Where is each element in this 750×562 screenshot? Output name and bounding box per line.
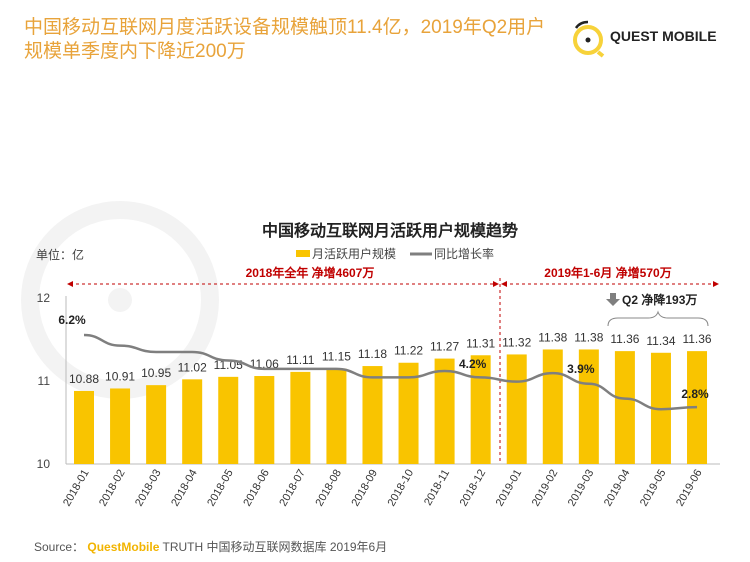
growth-rate-label: 6.2%	[58, 313, 86, 327]
down-arrow-icon	[606, 293, 620, 306]
bar-value-label: 11.36	[610, 332, 639, 346]
x-tick-label: 2018-12	[458, 468, 489, 509]
y-tick-label: 10	[37, 457, 51, 471]
growth-rate-line	[83, 333, 698, 411]
bar-2018-07	[290, 371, 311, 464]
bar-2018-08	[326, 368, 347, 464]
source-brand: QuestMobile	[87, 540, 160, 554]
x-tick-label: 2018-06	[241, 468, 272, 509]
arrow-heads	[67, 281, 719, 287]
x-tick-label: 2019-06	[674, 468, 705, 509]
bar-value-label: 11.34	[646, 334, 675, 348]
bar-2018-03	[146, 385, 167, 464]
chart-title: 中国移动互联网月活跃用户规模趋势	[262, 221, 518, 240]
source-label: Source：	[34, 540, 85, 554]
x-tick-label: 2018-10	[386, 468, 417, 509]
bar-value-label: 11.15	[322, 350, 351, 364]
bar-2018-04	[182, 379, 203, 464]
y-tick-label: 11	[38, 374, 51, 388]
bar-2018-10	[398, 362, 419, 464]
annotation-q2: Q2 净降193万	[622, 292, 697, 307]
period-arrows	[70, 278, 716, 464]
annotation-2019: 2019年1-6月 净增570万	[544, 265, 671, 280]
x-tick-label: 2018-01	[61, 468, 92, 509]
x-tick-label: 2018-08	[313, 468, 344, 509]
bar-value-label: 11.31	[466, 336, 495, 350]
bar-value-label: 11.38	[538, 330, 567, 344]
x-tick-label: 2018-02	[97, 468, 128, 509]
bar-value-label: 10.95	[141, 366, 171, 380]
source-text: TRUTH 中国移动互联网数据库 2019年6月	[162, 540, 388, 554]
x-tick-label: 2018-05	[205, 468, 236, 509]
quest-mobile-logo: QUEST MOBILE	[570, 18, 740, 58]
source-note: Source： QuestMobile TRUTH 中国移动互联网数据库 201…	[34, 538, 387, 555]
legend: 月活跃用户规模 同比增长率	[296, 246, 494, 261]
legend-bar-swatch	[296, 250, 310, 257]
bar-value-label: 10.88	[69, 372, 99, 386]
legend-bar-label: 月活跃用户规模	[312, 246, 396, 261]
bar-2018-09	[362, 366, 383, 464]
x-tick-label: 2019-04	[602, 468, 633, 509]
bar-2019-04	[614, 351, 635, 464]
logo-icon	[573, 20, 605, 58]
bar-value-label: 11.22	[394, 344, 423, 358]
x-tick-label: 2018-11	[422, 468, 452, 508]
bar-2018-12	[470, 355, 491, 464]
annotation-2018: 2018年全年 净增4607万	[246, 265, 375, 280]
bar-2019-03	[578, 349, 599, 464]
bar-value-label: 11.11	[286, 353, 315, 367]
growth-rate-label: 3.9%	[567, 362, 595, 376]
bar-2018-01	[74, 390, 94, 464]
x-tick-label: 2018-03	[133, 468, 164, 509]
bar-2018-02	[110, 388, 131, 464]
q2-brace	[607, 310, 709, 327]
bar-2018-05	[218, 376, 239, 464]
bar-2018-06	[254, 376, 275, 464]
bar-2018-11	[434, 358, 455, 464]
bar-2019-02	[542, 349, 563, 464]
growth-rate-label: 4.2%	[459, 357, 487, 371]
x-tick-label: 2018-04	[169, 468, 200, 509]
unit-label: 单位：亿	[36, 247, 84, 262]
bar-value-label: 11.27	[430, 340, 459, 354]
bar-value-label: 11.02	[178, 360, 207, 374]
legend-line-label: 同比增长率	[434, 246, 494, 261]
growth-rate-label: 2.8%	[681, 387, 709, 401]
y-tick-label: 12	[37, 291, 51, 305]
bar-value-label: 11.36	[682, 332, 711, 346]
bar-value-label: 10.91	[105, 369, 135, 383]
slide-title: 中国移动互联网月度活跃设备规模触顶11.4亿，2019年Q2用户规模单季度内下降…	[24, 17, 546, 62]
x-tick-label: 2019-01	[494, 468, 525, 509]
bar-value-label: 11.32	[502, 335, 531, 349]
bar-value-label: 11.38	[574, 330, 603, 344]
x-tick-label: 2019-02	[530, 468, 561, 509]
logo-text: QUEST MOBILE	[610, 28, 717, 44]
bar-value-label: 11.18	[358, 347, 387, 361]
bar-2019-01	[506, 354, 527, 464]
x-tick-label: 2018-07	[277, 468, 308, 509]
x-tick-label: 2019-03	[566, 468, 597, 509]
x-tick-label: 2019-05	[638, 468, 669, 509]
x-tick-label: 2018-09	[349, 468, 380, 509]
